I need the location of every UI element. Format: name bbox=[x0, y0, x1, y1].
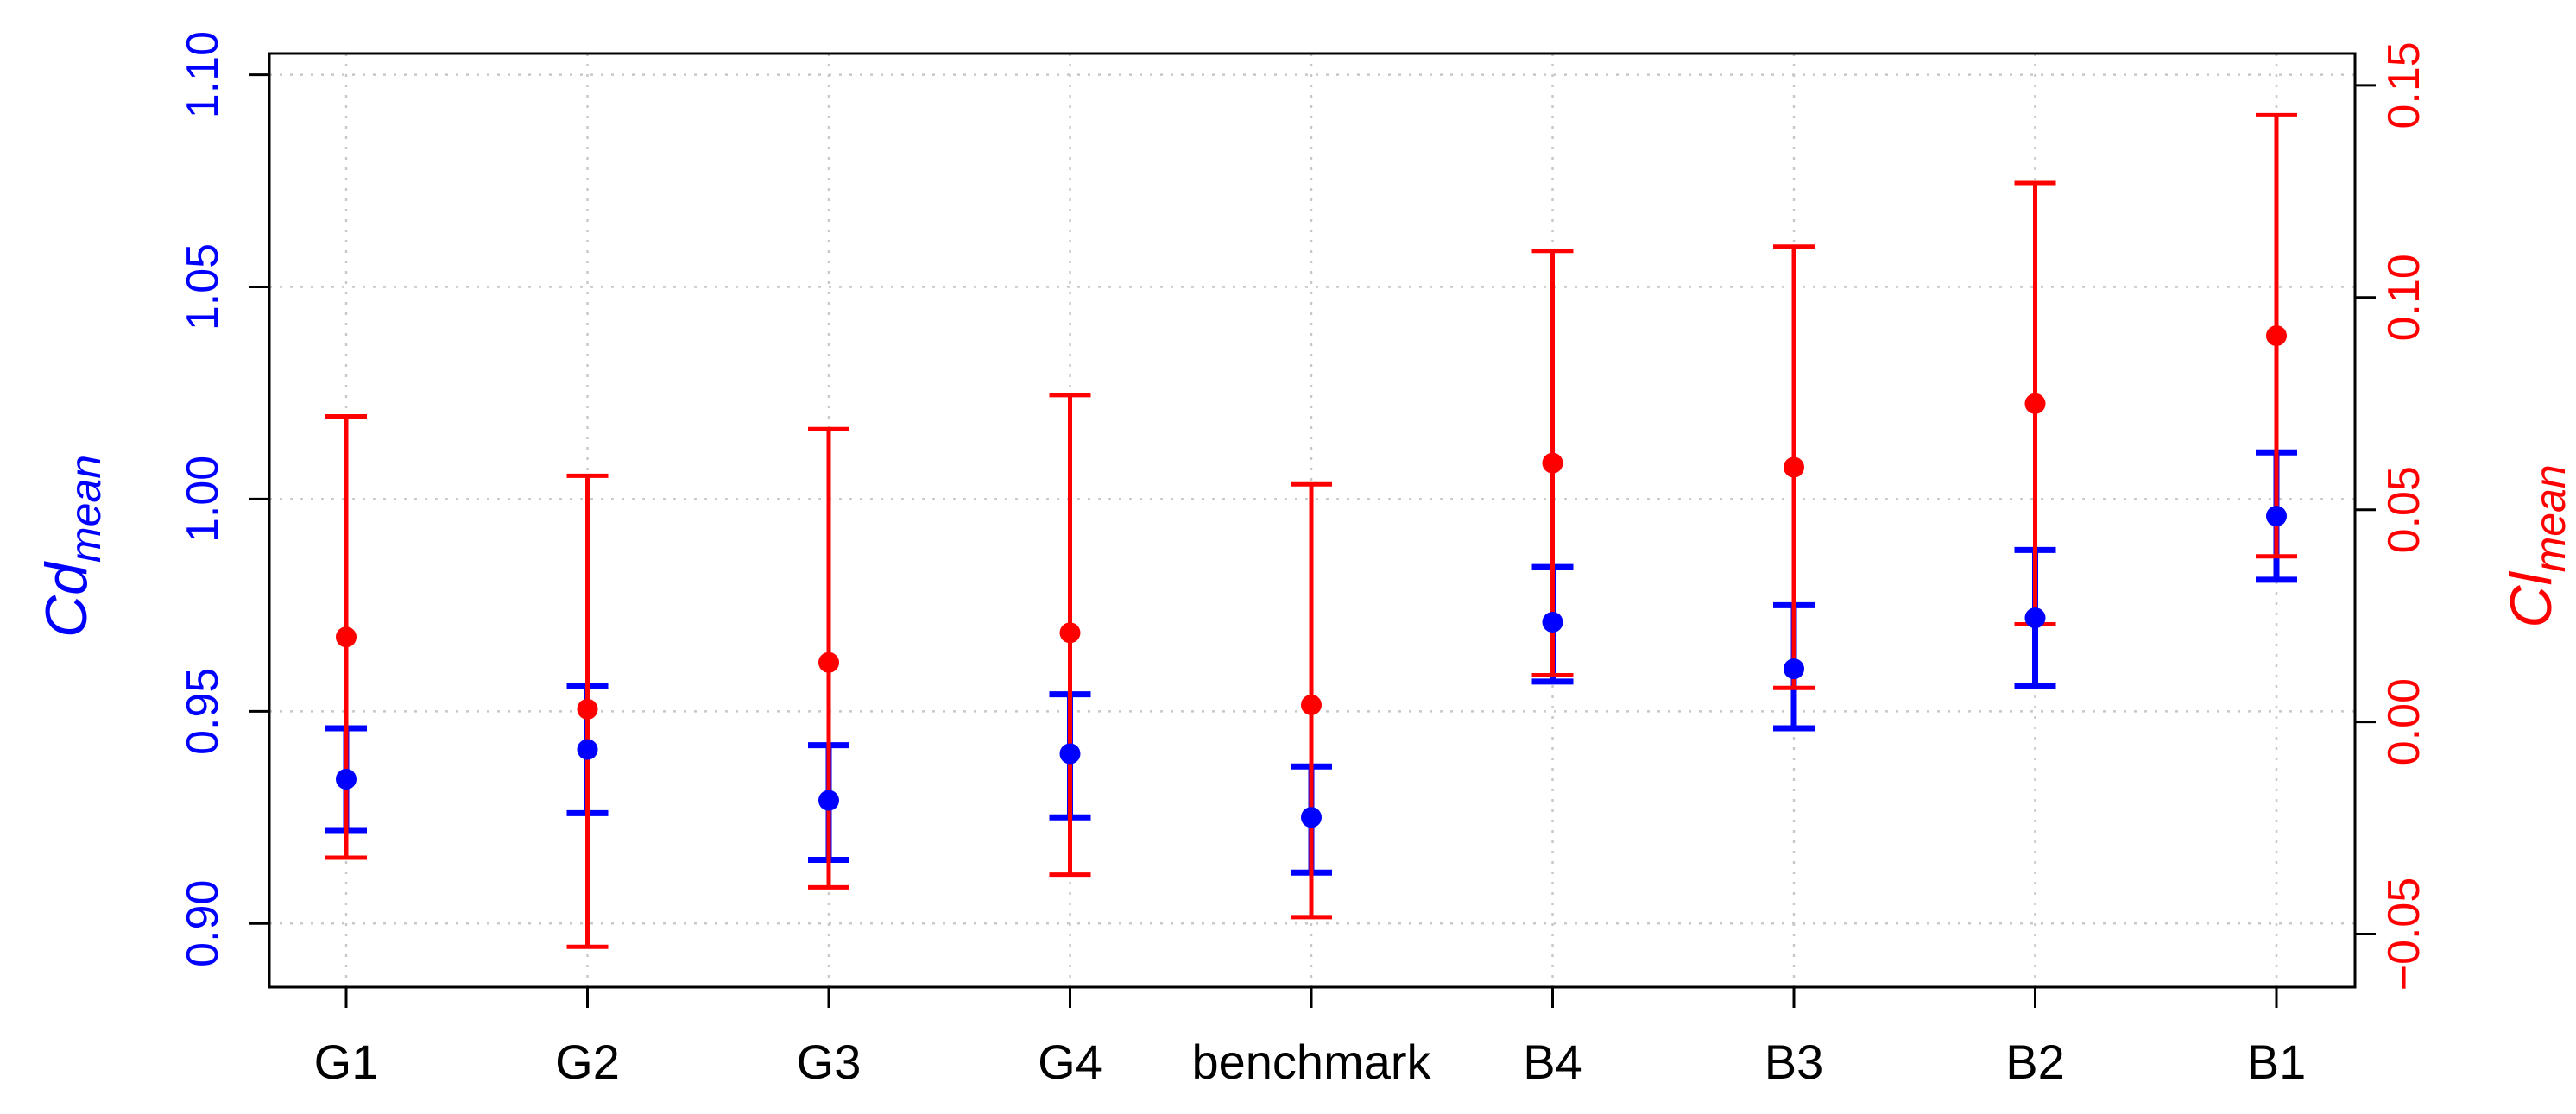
x-tick-label: benchmark bbox=[1191, 1035, 1431, 1089]
point-Cd_mean bbox=[1059, 743, 1081, 765]
point-Cd_mean bbox=[1784, 658, 1804, 680]
point-Cd_mean bbox=[1301, 807, 1322, 828]
point-Cl_mean bbox=[1542, 452, 1563, 474]
left-tick-label: 0.90 bbox=[178, 880, 228, 967]
point-Cd_mean bbox=[2024, 607, 2046, 629]
data-points bbox=[336, 325, 2287, 828]
x-tick-label: G3 bbox=[797, 1035, 862, 1089]
point-Cl_mean bbox=[1301, 694, 1322, 715]
point-Cl_mean bbox=[1784, 456, 1804, 478]
left-axis-title: Cdmean bbox=[34, 455, 110, 638]
point-Cl_mean bbox=[336, 626, 357, 648]
right-tick-label: 0.00 bbox=[2379, 678, 2429, 765]
left-tick-label: 1.10 bbox=[178, 31, 228, 118]
right-tick-label: 0.15 bbox=[2379, 41, 2429, 129]
right-tick-label: 0.10 bbox=[2379, 254, 2429, 341]
point-Cd_mean bbox=[2266, 506, 2287, 527]
axes: G1 G2 G3 G4 benchmark B4 B3 B2 B1 0.90 0.95 1.00 1.0… bbox=[178, 31, 2429, 1089]
x-tick-label: G2 bbox=[555, 1035, 620, 1089]
x-tick-label: B2 bbox=[2005, 1035, 2065, 1089]
left-tick-label: 0.95 bbox=[178, 668, 228, 755]
point-Cl_mean bbox=[577, 698, 598, 720]
point-Cd_mean bbox=[336, 769, 357, 790]
point-Cd_mean bbox=[577, 739, 598, 760]
right-axis-title-main: Cl bbox=[2498, 571, 2564, 628]
right-tick-label: −0.05 bbox=[2379, 878, 2429, 991]
right-axis-title: Clmean bbox=[2498, 464, 2574, 627]
point-Cl_mean bbox=[2266, 325, 2287, 347]
point-Cl_mean bbox=[818, 651, 839, 673]
x-tick-label: G4 bbox=[1038, 1035, 1102, 1089]
x-tick-label: B3 bbox=[1765, 1035, 1824, 1089]
point-Cd_mean bbox=[818, 790, 839, 811]
right-axis-title-sub: mean bbox=[2526, 464, 2574, 572]
x-tick-label: B4 bbox=[1523, 1035, 1582, 1089]
left-axis-title-sub: mean bbox=[61, 455, 110, 563]
left-tick-label: 1.00 bbox=[178, 456, 228, 543]
point-Cl_mean bbox=[2024, 393, 2046, 414]
left-tick-label: 1.05 bbox=[178, 243, 228, 330]
x-tick-label: G1 bbox=[314, 1035, 379, 1089]
point-Cl_mean bbox=[1059, 622, 1081, 644]
right-tick-label: 0.05 bbox=[2379, 466, 2429, 553]
point-Cd_mean bbox=[1542, 612, 1563, 633]
x-tick-label: B1 bbox=[2247, 1035, 2307, 1089]
left-axis-title-main: Cd bbox=[34, 561, 99, 638]
